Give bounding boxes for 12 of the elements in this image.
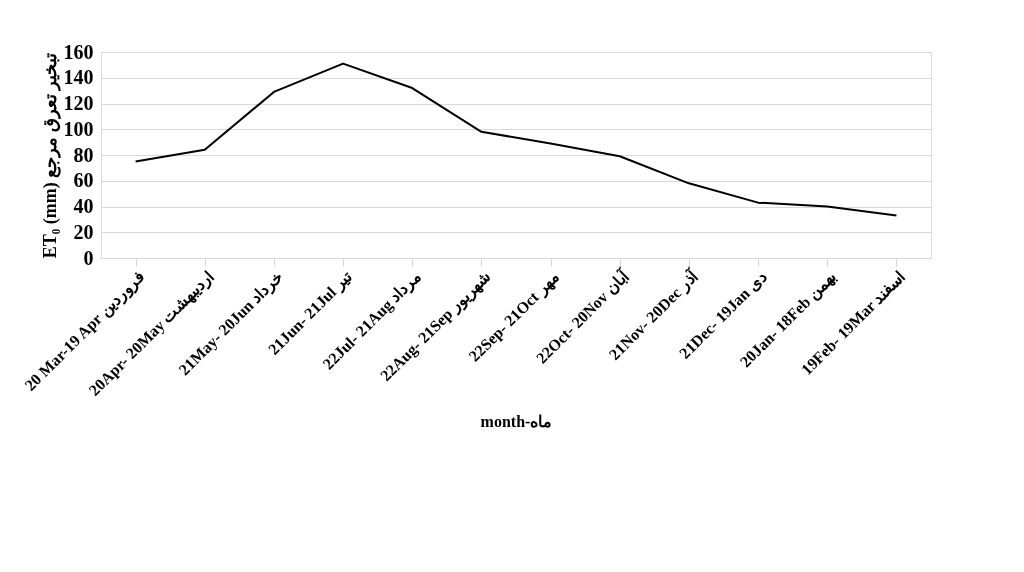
y-tick-label: 40 xyxy=(73,195,94,217)
y-tick-label: 80 xyxy=(73,143,94,166)
y-tick-label: 120 xyxy=(63,92,94,114)
y-tick-label: 160 xyxy=(63,40,94,63)
y-tick-label: 100 xyxy=(63,117,94,140)
y-tick-label: 60 xyxy=(73,169,94,192)
y-axis-title: ET₀ (mm) تبخیر تعرق مرجع xyxy=(39,52,61,259)
y-tick-label: 140 xyxy=(63,66,94,89)
y-tick-label: 20 xyxy=(73,220,94,243)
x-axis-title: month-ماه xyxy=(480,412,553,430)
y-tick-label: 0 xyxy=(83,246,94,269)
line-series xyxy=(134,62,898,217)
